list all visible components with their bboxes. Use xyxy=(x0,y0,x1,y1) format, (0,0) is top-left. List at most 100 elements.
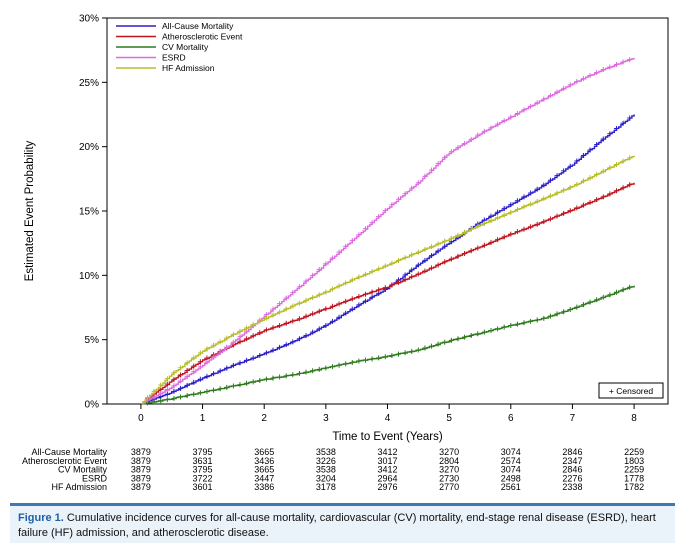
censor-mark xyxy=(356,302,362,308)
censor-mark xyxy=(455,145,461,151)
risk-value: 2561 xyxy=(501,482,521,492)
censor-mark xyxy=(534,221,540,227)
censor-mark xyxy=(310,329,316,335)
censor-mark xyxy=(343,298,349,304)
censor-mark xyxy=(151,399,157,405)
caption-text: Cumulative incidence curves for all-caus… xyxy=(18,512,656,539)
censor-mark xyxy=(204,373,210,379)
censor-mark xyxy=(217,339,223,345)
censor-mark xyxy=(613,62,619,68)
censor-mark xyxy=(409,274,415,280)
censor-mark xyxy=(435,161,441,167)
censor-mark xyxy=(409,348,415,354)
censor-mark xyxy=(534,317,540,323)
risk-value: 3879 xyxy=(131,473,151,483)
censor-mark xyxy=(362,291,368,297)
censor-mark xyxy=(429,265,435,271)
censor-mark xyxy=(270,312,276,318)
censor-mark xyxy=(561,85,567,91)
censor-mark xyxy=(481,128,487,134)
censor-mark xyxy=(191,379,197,385)
censor-mark xyxy=(184,393,190,399)
censor-mark xyxy=(303,369,309,375)
censor-mark xyxy=(574,79,580,85)
censor-mark xyxy=(528,103,534,109)
censor-mark xyxy=(594,141,600,147)
censor-mark xyxy=(587,199,593,205)
censor-mark xyxy=(191,355,197,361)
censor-mark xyxy=(296,300,302,306)
censor-mark xyxy=(607,64,613,70)
censor-mark xyxy=(620,185,626,191)
x-tick-label: 6 xyxy=(508,413,514,424)
y-tick-label: 30% xyxy=(79,14,99,25)
censor-mark xyxy=(442,243,448,249)
censor-mark xyxy=(402,272,408,278)
censor-mark xyxy=(495,237,501,243)
censor-mark xyxy=(574,304,580,310)
x-tick-label: 2 xyxy=(261,413,267,424)
censor-mark xyxy=(488,327,494,333)
censor-mark xyxy=(296,370,302,376)
censor-mark xyxy=(171,376,177,382)
censor-mark xyxy=(488,218,494,224)
censor-mark xyxy=(415,262,421,268)
censor-mark xyxy=(587,175,593,181)
censor-mark xyxy=(184,373,190,379)
y-tick-label: 5% xyxy=(85,335,100,346)
risk-value: 3879 xyxy=(131,447,151,457)
censor-mark xyxy=(627,155,633,161)
censor-mark xyxy=(263,327,269,333)
censor-mark xyxy=(501,118,507,124)
risk-value: 3879 xyxy=(131,456,151,466)
censor-mark xyxy=(448,337,454,343)
censor-mark xyxy=(567,82,573,88)
censor-mark xyxy=(178,394,184,400)
risk-value: 2498 xyxy=(501,473,521,483)
censor-mark xyxy=(329,255,335,261)
censor-mark xyxy=(455,253,461,259)
series-line xyxy=(140,182,635,405)
censor-mark xyxy=(415,180,421,186)
censor-mark xyxy=(468,136,474,142)
censor-mark xyxy=(343,310,349,316)
risk-value: 2804 xyxy=(439,456,459,466)
censor-mark xyxy=(442,339,448,345)
risk-value: 1778 xyxy=(624,473,644,483)
censor-mark xyxy=(495,121,501,127)
censor-mark xyxy=(554,89,560,95)
y-tick-label: 10% xyxy=(79,271,99,282)
censor-mark xyxy=(547,313,553,319)
y-axis-title: Estimated Event Probability xyxy=(24,140,36,281)
censor-mark xyxy=(468,248,474,254)
censor-mark xyxy=(230,383,236,389)
censor-mark xyxy=(237,339,243,345)
censor-mark xyxy=(580,76,586,82)
series-line xyxy=(140,114,635,405)
censor-mark xyxy=(429,244,435,250)
censor-mark xyxy=(382,354,388,360)
censor-mark xyxy=(435,262,441,268)
censor-mark xyxy=(429,343,435,349)
censor-mark xyxy=(237,334,243,340)
censor-mark xyxy=(620,287,626,293)
censor-mark xyxy=(310,272,316,278)
risk-value: 3447 xyxy=(254,473,274,483)
censor-mark xyxy=(316,326,322,332)
censor-mark xyxy=(534,186,540,192)
censor-mark xyxy=(303,297,309,303)
series-line xyxy=(140,285,635,405)
censor-mark xyxy=(462,229,468,235)
censor-mark xyxy=(574,205,580,211)
censor-mark xyxy=(600,294,606,300)
censor-mark xyxy=(488,239,494,245)
censor-mark xyxy=(329,303,335,309)
risk-value: 3074 xyxy=(501,447,521,457)
censor-mark xyxy=(594,69,600,75)
censor-mark xyxy=(244,357,250,363)
censor-mark xyxy=(369,289,375,295)
censor-mark xyxy=(263,376,269,382)
censor-mark xyxy=(600,66,606,72)
censor-mark xyxy=(396,279,402,285)
censor-mark xyxy=(382,207,388,213)
